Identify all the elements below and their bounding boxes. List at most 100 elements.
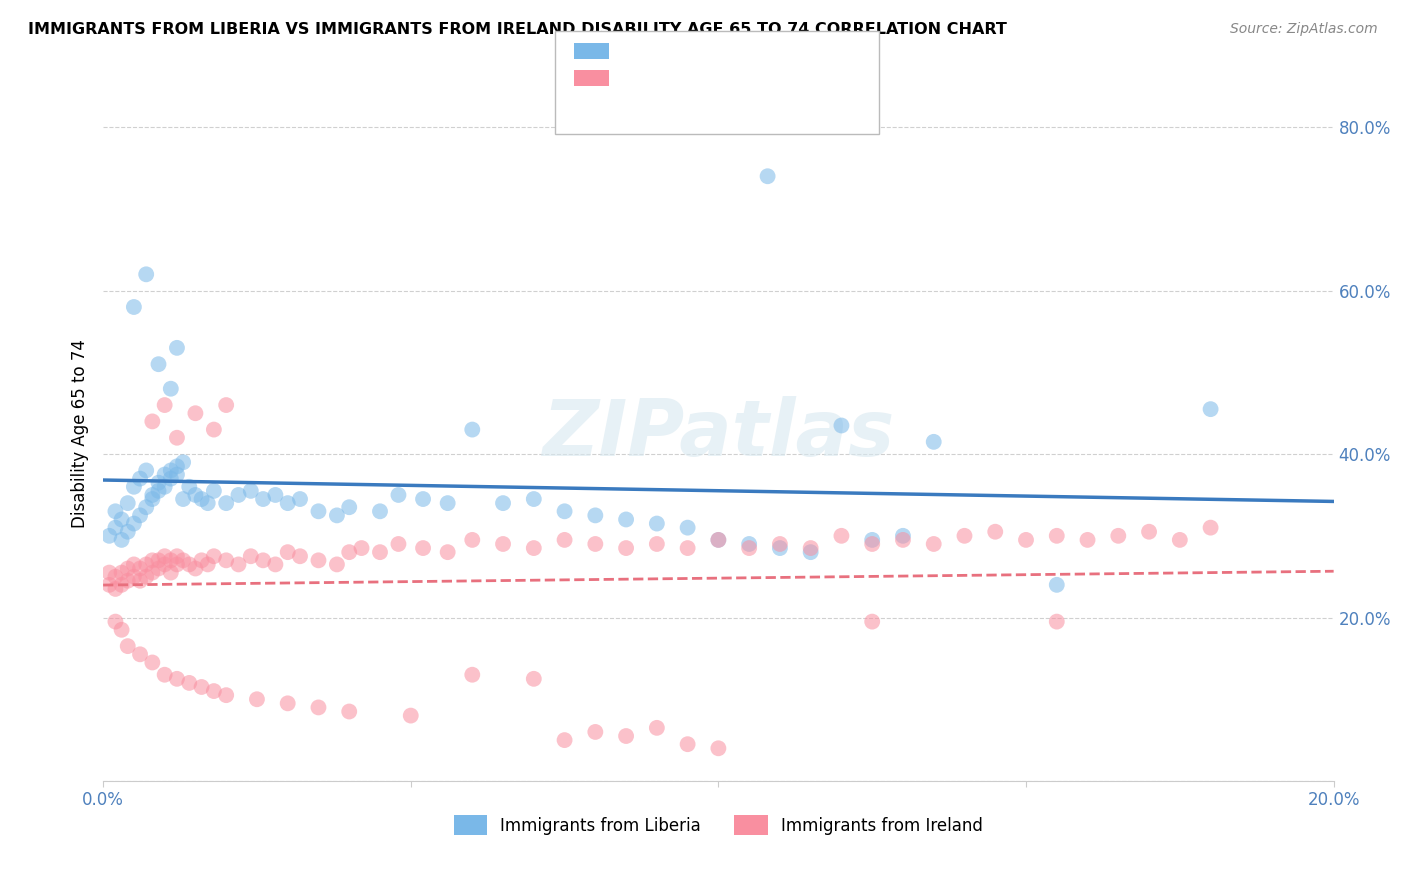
Point [387, 488, 409, 502]
Point [141, 553, 163, 567]
Point [110, 623, 132, 637]
Point [554, 533, 576, 547]
Point [141, 491, 163, 506]
Point [148, 553, 170, 567]
Point [554, 733, 576, 747]
Point [461, 533, 484, 547]
Point [141, 414, 163, 428]
Point [215, 496, 238, 510]
Point [228, 558, 250, 572]
Point [645, 721, 668, 735]
Point [984, 524, 1007, 539]
Point [337, 705, 360, 719]
Point [412, 541, 434, 555]
Point [436, 496, 458, 510]
Text: 76: 76 [769, 69, 792, 87]
Point [110, 566, 132, 580]
Point [153, 667, 176, 681]
Point [891, 529, 914, 543]
Point [252, 553, 274, 567]
Point [172, 553, 194, 567]
Point [738, 537, 761, 551]
Point [738, 541, 761, 555]
Point [148, 561, 170, 575]
Point [159, 566, 181, 580]
Point [676, 541, 699, 555]
Point [110, 512, 132, 526]
Point [614, 541, 637, 555]
Point [197, 558, 219, 572]
Point [184, 488, 207, 502]
Point [614, 729, 637, 743]
Y-axis label: Disability Age 65 to 74: Disability Age 65 to 74 [72, 339, 89, 528]
Point [166, 341, 188, 355]
Point [756, 169, 779, 184]
Point [368, 504, 391, 518]
Point [141, 566, 163, 580]
Point [891, 533, 914, 547]
Point [117, 639, 139, 653]
Point [190, 491, 212, 506]
Point [523, 541, 546, 555]
Point [179, 676, 201, 690]
Point [264, 558, 287, 572]
Point [350, 541, 373, 555]
Point [436, 545, 458, 559]
Point [461, 667, 484, 681]
Point [129, 561, 152, 575]
Point [492, 537, 515, 551]
Point [166, 431, 188, 445]
Point [523, 672, 546, 686]
Text: N =: N = [713, 42, 761, 60]
Point [860, 615, 883, 629]
Point [135, 569, 157, 583]
Point [159, 382, 181, 396]
Point [135, 268, 157, 282]
Point [135, 558, 157, 572]
Point [337, 545, 360, 559]
Point [614, 512, 637, 526]
Text: R =: R = [617, 42, 654, 60]
Point [492, 496, 515, 510]
Point [98, 566, 121, 580]
Point [104, 569, 127, 583]
Point [399, 708, 422, 723]
Point [1046, 615, 1069, 629]
Point [98, 578, 121, 592]
Point [122, 558, 145, 572]
Point [769, 541, 792, 555]
Point [1199, 402, 1222, 417]
Point [239, 549, 262, 564]
Point [166, 467, 188, 482]
Point [153, 480, 176, 494]
Point [461, 423, 484, 437]
Point [148, 357, 170, 371]
Point [141, 488, 163, 502]
Point [246, 692, 269, 706]
Point [122, 516, 145, 531]
Point [159, 463, 181, 477]
Point [104, 521, 127, 535]
Point [922, 434, 945, 449]
Point [135, 500, 157, 515]
Point [129, 472, 152, 486]
Point [215, 688, 238, 702]
Point [122, 569, 145, 583]
Point [166, 459, 188, 474]
Text: 0.134: 0.134 [657, 69, 709, 87]
Point [326, 558, 349, 572]
Point [122, 480, 145, 494]
Point [583, 508, 606, 523]
Point [922, 537, 945, 551]
Point [860, 537, 883, 551]
Point [110, 533, 132, 547]
Point [184, 561, 207, 575]
Point [122, 300, 145, 314]
Point [202, 423, 225, 437]
Point [830, 418, 852, 433]
Point [110, 578, 132, 592]
Point [707, 533, 730, 547]
Point [1015, 533, 1038, 547]
Point [179, 558, 201, 572]
Point [166, 549, 188, 564]
